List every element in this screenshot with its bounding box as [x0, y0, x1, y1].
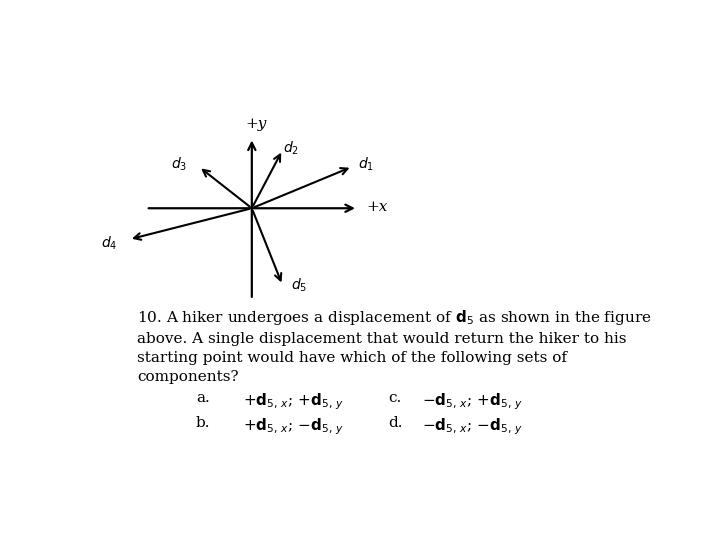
Text: a.: a. [196, 391, 210, 405]
Text: c.: c. [389, 391, 402, 405]
Text: $d_2$: $d_2$ [283, 139, 299, 157]
Text: 10. A hiker undergoes a displacement of $\mathbf{d}_5$ as shown in the figure
ab: 10. A hiker undergoes a displacement of … [138, 308, 652, 384]
Text: b.: b. [196, 416, 210, 430]
Text: $+\mathbf{d}_{5,\,x}$; $-\mathbf{d}_{5,\,y}$: $+\mathbf{d}_{5,\,x}$; $-\mathbf{d}_{5,\… [243, 416, 344, 437]
Text: $d_4$: $d_4$ [102, 235, 117, 252]
Text: +x: +x [366, 200, 387, 214]
Text: $+\mathbf{d}_{5,\,x}$; $+\mathbf{d}_{5,\,y}$: $+\mathbf{d}_{5,\,x}$; $+\mathbf{d}_{5,\… [243, 391, 344, 412]
Text: $-\mathbf{d}_{5,\,x}$; $+\mathbf{d}_{5,\,y}$: $-\mathbf{d}_{5,\,x}$; $+\mathbf{d}_{5,\… [422, 391, 523, 412]
Text: $-\mathbf{d}_{5,\,x}$; $-\mathbf{d}_{5,\,y}$: $-\mathbf{d}_{5,\,x}$; $-\mathbf{d}_{5,\… [422, 416, 523, 437]
Text: d.: d. [389, 416, 403, 430]
Text: $d_3$: $d_3$ [171, 156, 187, 173]
Text: +y: +y [246, 117, 267, 131]
Text: $d_1$: $d_1$ [358, 156, 374, 173]
Text: $d_5$: $d_5$ [291, 276, 307, 294]
